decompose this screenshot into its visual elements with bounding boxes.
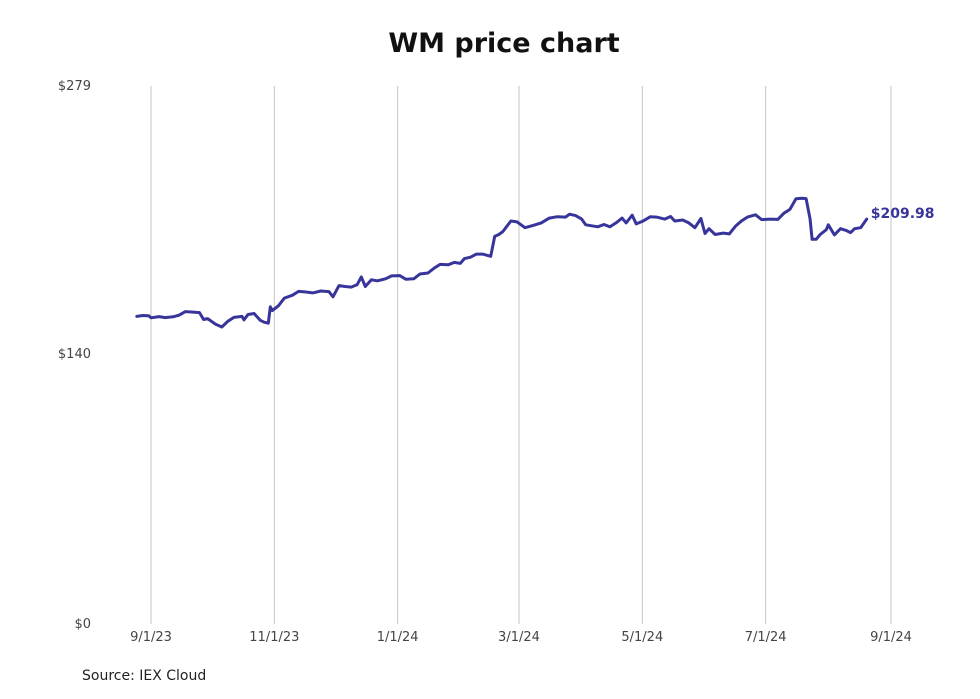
grid-lines	[150, 86, 892, 624]
x-axis-ticks: 9/1/23 11/1/23 1/1/24 3/1/24 5/1/24 7/1/24 9/1…	[130, 630, 912, 645]
x-tick-label: 1/1/24	[377, 630, 419, 645]
last-price-label: $209.98	[871, 206, 935, 222]
x-tick-label: 3/1/24	[498, 630, 540, 645]
x-tick-label: 9/1/24	[870, 630, 912, 645]
chart-title: WM price chart	[388, 28, 620, 59]
source-note: Source: IEX Cloud	[82, 668, 207, 684]
y-tick-label: $0	[74, 617, 91, 632]
y-tick-label: $279	[58, 79, 91, 94]
x-tick-label: 7/1/24	[745, 630, 787, 645]
x-tick-label: 11/1/23	[249, 630, 299, 645]
price-line	[135, 196, 869, 329]
y-axis-ticks: $0 $140 $279	[58, 79, 91, 632]
y-tick-label: $140	[58, 347, 91, 362]
x-tick-label: 5/1/24	[621, 630, 663, 645]
x-tick-label: 9/1/23	[130, 630, 172, 645]
